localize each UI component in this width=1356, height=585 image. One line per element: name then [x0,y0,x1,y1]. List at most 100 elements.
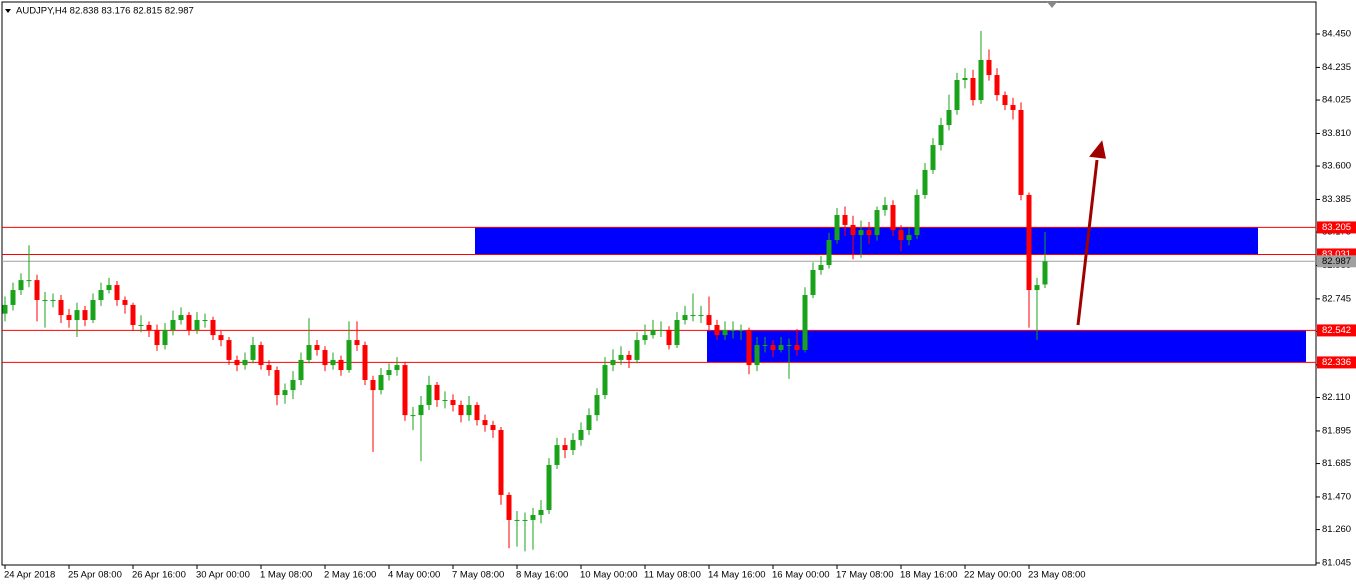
x-tick-label: 24 Apr 2018 [4,570,55,581]
candle-body [306,345,312,360]
candle-body [898,230,904,241]
candle-body [154,329,160,346]
candle-body [650,329,656,336]
shift-marker [1047,2,1057,8]
x-tick-label: 11 May 08:00 [644,570,701,581]
x-tick-label: 23 May 08:00 [1028,570,1086,581]
candle-body [410,415,416,417]
candle-body [170,320,176,330]
candle-body [234,359,240,366]
candle-body [450,400,456,405]
candle-body [554,445,560,465]
candle-body [34,280,40,300]
candle-body [634,340,640,360]
candle-body [226,340,232,360]
candle-body [138,324,144,326]
candle-body [1026,194,1032,291]
candle-body [322,349,328,366]
candle-body [698,315,704,317]
candle-body [746,329,752,366]
candle-body [186,315,192,330]
x-tick-label: 22 May 00:00 [964,570,1022,581]
candle-body [778,345,784,350]
y-tick-label: 84.025 [1322,95,1351,106]
y-tick-label: 81.045 [1322,557,1351,568]
y-tick-label: 84.450 [1322,29,1351,40]
candle-body [114,285,120,300]
x-tick-label: 30 Apr 00:00 [196,570,250,581]
candle-body [1018,109,1024,195]
candle-body [546,464,552,511]
y-tick-label: 81.260 [1322,524,1351,535]
candle-body [538,510,544,515]
candle-body [626,354,632,360]
candle-body [602,365,608,396]
candle-body [666,329,672,346]
candle-body [802,295,808,350]
candle-body [714,324,720,336]
candle-body [122,299,128,305]
candle-body [50,299,56,301]
y-tick-label: 82.110 [1322,392,1350,403]
arrow-shaft [1076,159,1099,326]
candle-body [850,224,856,236]
candle-body [474,404,480,421]
candle-body [58,299,64,316]
candle-body [762,345,768,347]
candle-body [842,215,848,225]
x-tick-label: 10 May 00:00 [580,570,638,581]
candle-body [26,280,32,282]
y-tick-label: 82.745 [1322,293,1351,304]
candle-body [266,365,272,371]
candle-body [498,430,504,495]
candle-body [218,335,224,341]
candle-body [754,345,760,366]
candle-body [2,304,8,314]
candle-body [730,329,736,331]
candle-body [570,439,576,451]
x-tick-label: 17 May 08:00 [836,570,894,581]
plot-frame [1,1,1317,566]
candle-body [394,365,400,371]
plot-layer [2,30,1316,552]
candle-body [858,230,864,236]
candle-body [594,395,600,416]
candle-body [314,345,320,350]
candle-body [770,345,776,350]
candle-body [794,345,800,350]
candle-body [274,370,280,396]
candle-body [1010,105,1016,110]
candle-body [562,445,568,451]
x-tick-label: 8 May 16:00 [516,570,568,581]
candle-body [490,425,496,431]
candle-body [242,359,248,366]
candle-body [642,335,648,341]
candle-body [786,345,792,347]
candle-body [994,75,1000,96]
level-label: 83.205 [1322,222,1351,233]
candle-body [458,404,464,416]
level-label: 82.336 [1322,357,1351,368]
candle-body [210,320,216,336]
x-tick-label: 18 May 16:00 [900,570,958,581]
candle-body [202,320,208,322]
candle-body [922,169,928,195]
candle-body [482,420,488,426]
candle-body [290,379,296,391]
candle-body [42,299,48,301]
candle-body [402,365,408,416]
x-tick-label: 2 May 16:00 [324,570,376,581]
y-tick-label: 83.810 [1322,128,1351,139]
candle-body [362,345,368,380]
level-label: 83.031 [1322,249,1351,260]
candle-body [426,384,432,405]
candle-body [298,359,304,380]
candle-body [738,329,744,331]
candle-body [818,265,824,270]
y-tick-label: 81.895 [1322,425,1351,436]
candle-body [378,375,384,391]
candle-body [10,290,16,305]
candle-body [18,280,24,291]
